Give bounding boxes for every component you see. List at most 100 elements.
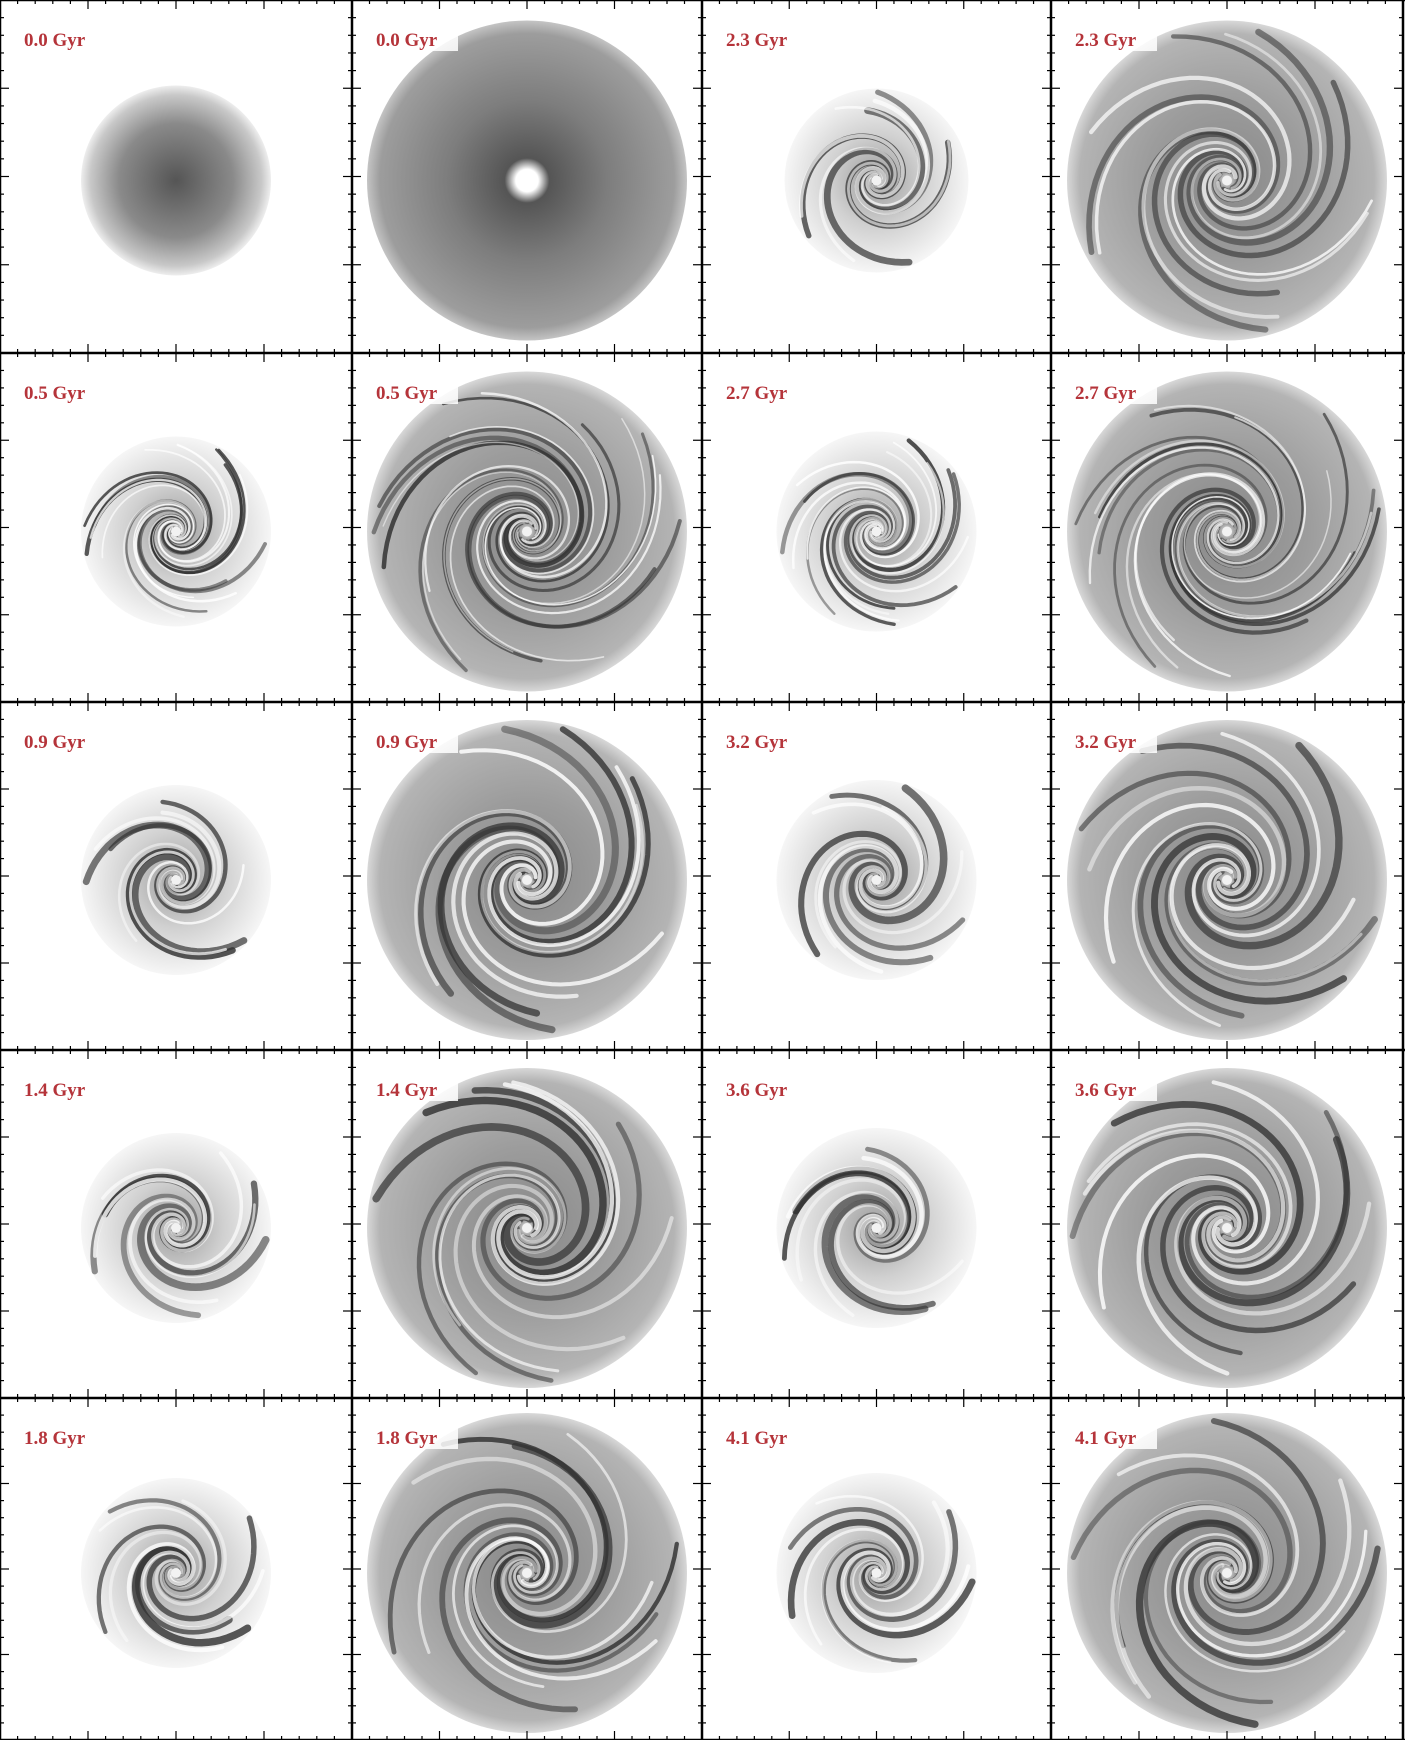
- spiral-arm: [417, 1503, 572, 1654]
- label-background: [722, 27, 808, 51]
- spiral-arm: [467, 494, 682, 629]
- spiral-arm: [1183, 1478, 1352, 1647]
- spiral-arm: [432, 1166, 567, 1327]
- time-label: 0.0 Gyr: [376, 30, 438, 51]
- galaxy-core: [871, 526, 882, 537]
- label-background: [20, 1425, 106, 1449]
- spiral-arm: [459, 748, 605, 926]
- spiral-arm: [1094, 99, 1277, 255]
- spiral-arm: [154, 444, 233, 567]
- spiral-arm: [849, 462, 945, 575]
- spiral-arm: [128, 1197, 219, 1305]
- galaxy-core: [171, 875, 181, 885]
- galaxy-core: [171, 1568, 181, 1578]
- spiral-arm: [122, 499, 196, 619]
- galaxy-core: [522, 1568, 532, 1578]
- spiral-arm: [838, 508, 969, 593]
- spiral-arm: [1110, 1500, 1273, 1685]
- galaxy-image: [367, 720, 687, 1040]
- spiral-arm: [108, 1530, 203, 1643]
- spiral-arm: [477, 776, 651, 958]
- spiral-arm: [1116, 1453, 1300, 1617]
- spiral-arm: [98, 1506, 218, 1599]
- spiral-arm: [151, 1151, 244, 1269]
- spiral-arm: [854, 805, 928, 914]
- galaxy-core: [171, 1223, 181, 1233]
- galaxy-core: [871, 1568, 882, 1578]
- galaxy-image: [776, 1473, 977, 1673]
- spiral-arm: [1171, 147, 1373, 276]
- galaxy-image: [81, 85, 271, 276]
- spiral-arm: [823, 499, 900, 622]
- spiral-arm: [464, 1536, 658, 1681]
- time-label: 3.6 Gyr: [726, 1080, 788, 1101]
- galaxy-core: [871, 875, 882, 885]
- spiral-arm: [853, 451, 933, 567]
- label-background: [20, 729, 106, 753]
- spiral-arm: [480, 1121, 642, 1301]
- time-label: 0.9 Gyr: [376, 732, 438, 753]
- spiral-arm: [411, 1456, 598, 1617]
- spiral-arm: [480, 391, 608, 579]
- label-background: [722, 729, 808, 753]
- label-background: [20, 27, 106, 51]
- label-background: [372, 380, 458, 404]
- spiral-arm: [1088, 75, 1292, 221]
- spiral-arm: [803, 1527, 905, 1646]
- galaxy-image: [81, 785, 271, 975]
- spiral-arm: [476, 474, 662, 615]
- time-label: 4.1 Gyr: [726, 1428, 788, 1449]
- spiral-arm: [414, 809, 572, 987]
- spiral-arm: [785, 1165, 916, 1254]
- spiral-arm: [1169, 843, 1356, 971]
- galaxy-core: [522, 526, 532, 537]
- spiral-arm: [1097, 1153, 1271, 1310]
- spiral-arm: [855, 441, 938, 567]
- label-background: [372, 729, 458, 753]
- spiral-arm: [372, 1123, 590, 1266]
- spiral-arm: [1098, 442, 1285, 569]
- galaxy-core: [1222, 175, 1232, 186]
- spiral-arm: [147, 861, 245, 925]
- spiral-arm: [813, 1190, 899, 1317]
- spiral-arm: [842, 850, 964, 935]
- time-label: 3.6 Gyr: [1075, 1080, 1137, 1101]
- spiral-arm: [453, 1183, 626, 1352]
- spiral-arm: [490, 1080, 621, 1286]
- spiral-arm: [1139, 742, 1310, 931]
- galaxy-image: [1067, 1413, 1387, 1733]
- spiral-arm: [93, 816, 216, 905]
- galaxy-core: [1222, 875, 1232, 885]
- spiral-arm: [140, 1550, 265, 1631]
- spiral-arm: [471, 1194, 674, 1320]
- spiral-arm: [1136, 1175, 1259, 1376]
- spiral-arm: [480, 803, 645, 954]
- galaxy-core: [1222, 1223, 1232, 1233]
- spiral-arm: [820, 1538, 898, 1664]
- time-label: 1.4 Gyr: [24, 1080, 86, 1101]
- label-background: [1071, 27, 1157, 51]
- spiral-arm: [1176, 501, 1373, 618]
- spiral-arm: [491, 1432, 628, 1634]
- time-label: 2.7 Gyr: [1075, 383, 1137, 404]
- spiral-arm: [799, 133, 905, 218]
- spiral-arm: [101, 1168, 214, 1253]
- spiral-arm: [148, 473, 249, 576]
- galaxy-image: [367, 1068, 687, 1388]
- time-label: 2.3 Gyr: [1075, 30, 1137, 51]
- spiral-arm: [117, 842, 201, 942]
- spiral-arm: [449, 425, 595, 575]
- spiral-arm: [1167, 845, 1363, 983]
- spiral-arm: [154, 1499, 227, 1606]
- spiral-arm: [129, 850, 227, 956]
- galaxy-image: [1067, 1068, 1387, 1388]
- galaxy-image: [1067, 20, 1387, 341]
- time-label: 1.4 Gyr: [376, 1080, 438, 1101]
- spiral-arm: [1133, 474, 1263, 678]
- spiral-arm: [815, 1494, 924, 1602]
- spiral-arm: [1093, 439, 1285, 569]
- spiral-arm: [1191, 731, 1321, 938]
- spiral-arm: [82, 821, 212, 902]
- spiral-arm: [451, 831, 579, 999]
